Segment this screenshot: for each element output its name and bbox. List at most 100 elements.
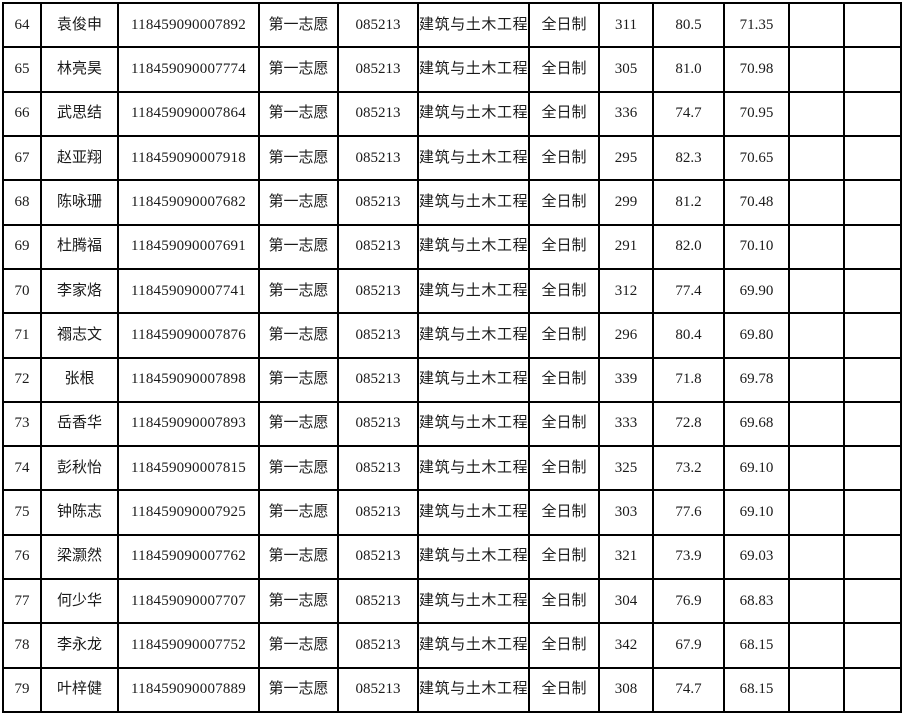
cell-study-mode: 全日制 xyxy=(528,312,600,359)
cell-volunteer-choice: 第一志愿 xyxy=(258,312,339,359)
cell-score-3: 69.10 xyxy=(723,445,790,492)
cell-score-2: 82.0 xyxy=(652,223,725,270)
cell-row-number: 74 xyxy=(2,445,42,492)
cell-candidate-name: 李永龙 xyxy=(40,622,119,669)
cell-exam-number: 118459090007889 xyxy=(117,666,260,714)
cell-blank-2 xyxy=(843,533,902,581)
cell-row-number: 73 xyxy=(2,400,42,448)
cell-score-3: 70.95 xyxy=(723,90,790,137)
cell-major-name: 建筑与土木工程 xyxy=(417,46,530,93)
table-row: 66 武思结 118459090007864 第一志愿 085213 建筑与土木… xyxy=(2,90,902,137)
cell-score-2: 74.7 xyxy=(652,90,725,137)
cell-blank-2 xyxy=(843,90,902,137)
cell-study-mode: 全日制 xyxy=(528,666,600,714)
cell-blank-1 xyxy=(788,1,845,49)
cell-blank-1 xyxy=(788,312,845,359)
cell-row-number: 76 xyxy=(2,533,42,581)
cell-score-2: 80.5 xyxy=(652,1,725,49)
cell-score-1: 342 xyxy=(598,622,654,669)
cell-major-name: 建筑与土木工程 xyxy=(417,312,530,359)
cell-score-2: 81.0 xyxy=(652,46,725,93)
cell-major-name: 建筑与土木工程 xyxy=(417,90,530,137)
cell-major-code: 085213 xyxy=(337,90,419,137)
cell-row-number: 64 xyxy=(2,1,42,49)
table-row: 73 岳香华 118459090007893 第一志愿 085213 建筑与土木… xyxy=(2,400,902,448)
cell-major-code: 085213 xyxy=(337,134,419,182)
cell-blank-1 xyxy=(788,578,845,625)
cell-blank-2 xyxy=(843,578,902,625)
cell-candidate-name: 叶梓健 xyxy=(40,666,119,714)
cell-score-2: 82.3 xyxy=(652,134,725,182)
cell-score-3: 69.10 xyxy=(723,489,790,536)
cell-major-code: 085213 xyxy=(337,533,419,581)
cell-study-mode: 全日制 xyxy=(528,1,600,49)
cell-blank-2 xyxy=(843,1,902,49)
cell-major-name: 建筑与土木工程 xyxy=(417,223,530,270)
cell-volunteer-choice: 第一志愿 xyxy=(258,445,339,492)
cell-blank-1 xyxy=(788,489,845,536)
table-row: 70 李家烙 118459090007741 第一志愿 085213 建筑与土木… xyxy=(2,267,902,315)
cell-candidate-name: 梁灏然 xyxy=(40,533,119,581)
cell-major-name: 建筑与土木工程 xyxy=(417,622,530,669)
table-row: 77 何少华 118459090007707 第一志愿 085213 建筑与土木… xyxy=(2,578,902,625)
cell-score-1: 305 xyxy=(598,46,654,93)
cell-study-mode: 全日制 xyxy=(528,134,600,182)
cell-major-name: 建筑与土木工程 xyxy=(417,533,530,581)
cell-row-number: 75 xyxy=(2,489,42,536)
cell-blank-1 xyxy=(788,533,845,581)
cell-exam-number: 118459090007741 xyxy=(117,267,260,315)
cell-study-mode: 全日制 xyxy=(528,489,600,536)
cell-score-3: 69.78 xyxy=(723,356,790,403)
cell-candidate-name: 杜腾福 xyxy=(40,223,119,270)
cell-blank-2 xyxy=(843,223,902,270)
table-row: 67 赵亚翔 118459090007918 第一志愿 085213 建筑与土木… xyxy=(2,134,902,182)
cell-candidate-name: 袁俊申 xyxy=(40,1,119,49)
cell-exam-number: 118459090007893 xyxy=(117,400,260,448)
cell-exam-number: 118459090007774 xyxy=(117,46,260,93)
cell-major-code: 085213 xyxy=(337,666,419,714)
cell-major-code: 085213 xyxy=(337,400,419,448)
cell-row-number: 67 xyxy=(2,134,42,182)
cell-row-number: 79 xyxy=(2,666,42,714)
table-row: 71 禤志文 118459090007876 第一志愿 085213 建筑与土木… xyxy=(2,312,902,359)
cell-score-3: 69.68 xyxy=(723,400,790,448)
cell-major-code: 085213 xyxy=(337,445,419,492)
cell-exam-number: 118459090007918 xyxy=(117,134,260,182)
cell-study-mode: 全日制 xyxy=(528,90,600,137)
cell-volunteer-choice: 第一志愿 xyxy=(258,267,339,315)
cell-score-2: 74.7 xyxy=(652,666,725,714)
cell-score-3: 70.10 xyxy=(723,223,790,270)
cell-blank-1 xyxy=(788,223,845,270)
cell-score-1: 295 xyxy=(598,134,654,182)
cell-major-name: 建筑与土木工程 xyxy=(417,400,530,448)
cell-major-code: 085213 xyxy=(337,622,419,669)
cell-major-name: 建筑与土木工程 xyxy=(417,666,530,714)
cell-study-mode: 全日制 xyxy=(528,356,600,403)
table-row: 68 陈咏珊 118459090007682 第一志愿 085213 建筑与土木… xyxy=(2,179,902,226)
cell-blank-2 xyxy=(843,489,902,536)
cell-volunteer-choice: 第一志愿 xyxy=(258,666,339,714)
cell-major-code: 085213 xyxy=(337,46,419,93)
table-row: 79 叶梓健 118459090007889 第一志愿 085213 建筑与土木… xyxy=(2,666,902,714)
table-row: 75 钟陈志 118459090007925 第一志愿 085213 建筑与土木… xyxy=(2,489,902,536)
cell-volunteer-choice: 第一志愿 xyxy=(258,134,339,182)
cell-exam-number: 118459090007707 xyxy=(117,578,260,625)
cell-score-3: 69.80 xyxy=(723,312,790,359)
cell-score-3: 69.03 xyxy=(723,533,790,581)
cell-candidate-name: 赵亚翔 xyxy=(40,134,119,182)
cell-blank-1 xyxy=(788,356,845,403)
cell-score-1: 303 xyxy=(598,489,654,536)
cell-candidate-name: 李家烙 xyxy=(40,267,119,315)
cell-volunteer-choice: 第一志愿 xyxy=(258,46,339,93)
cell-blank-1 xyxy=(788,179,845,226)
cell-row-number: 66 xyxy=(2,90,42,137)
cell-major-code: 085213 xyxy=(337,356,419,403)
cell-exam-number: 118459090007925 xyxy=(117,489,260,536)
cell-score-3: 70.48 xyxy=(723,179,790,226)
cell-major-code: 085213 xyxy=(337,1,419,49)
cell-candidate-name: 张根 xyxy=(40,356,119,403)
cell-score-3: 71.35 xyxy=(723,1,790,49)
cell-exam-number: 118459090007892 xyxy=(117,1,260,49)
cell-blank-2 xyxy=(843,179,902,226)
